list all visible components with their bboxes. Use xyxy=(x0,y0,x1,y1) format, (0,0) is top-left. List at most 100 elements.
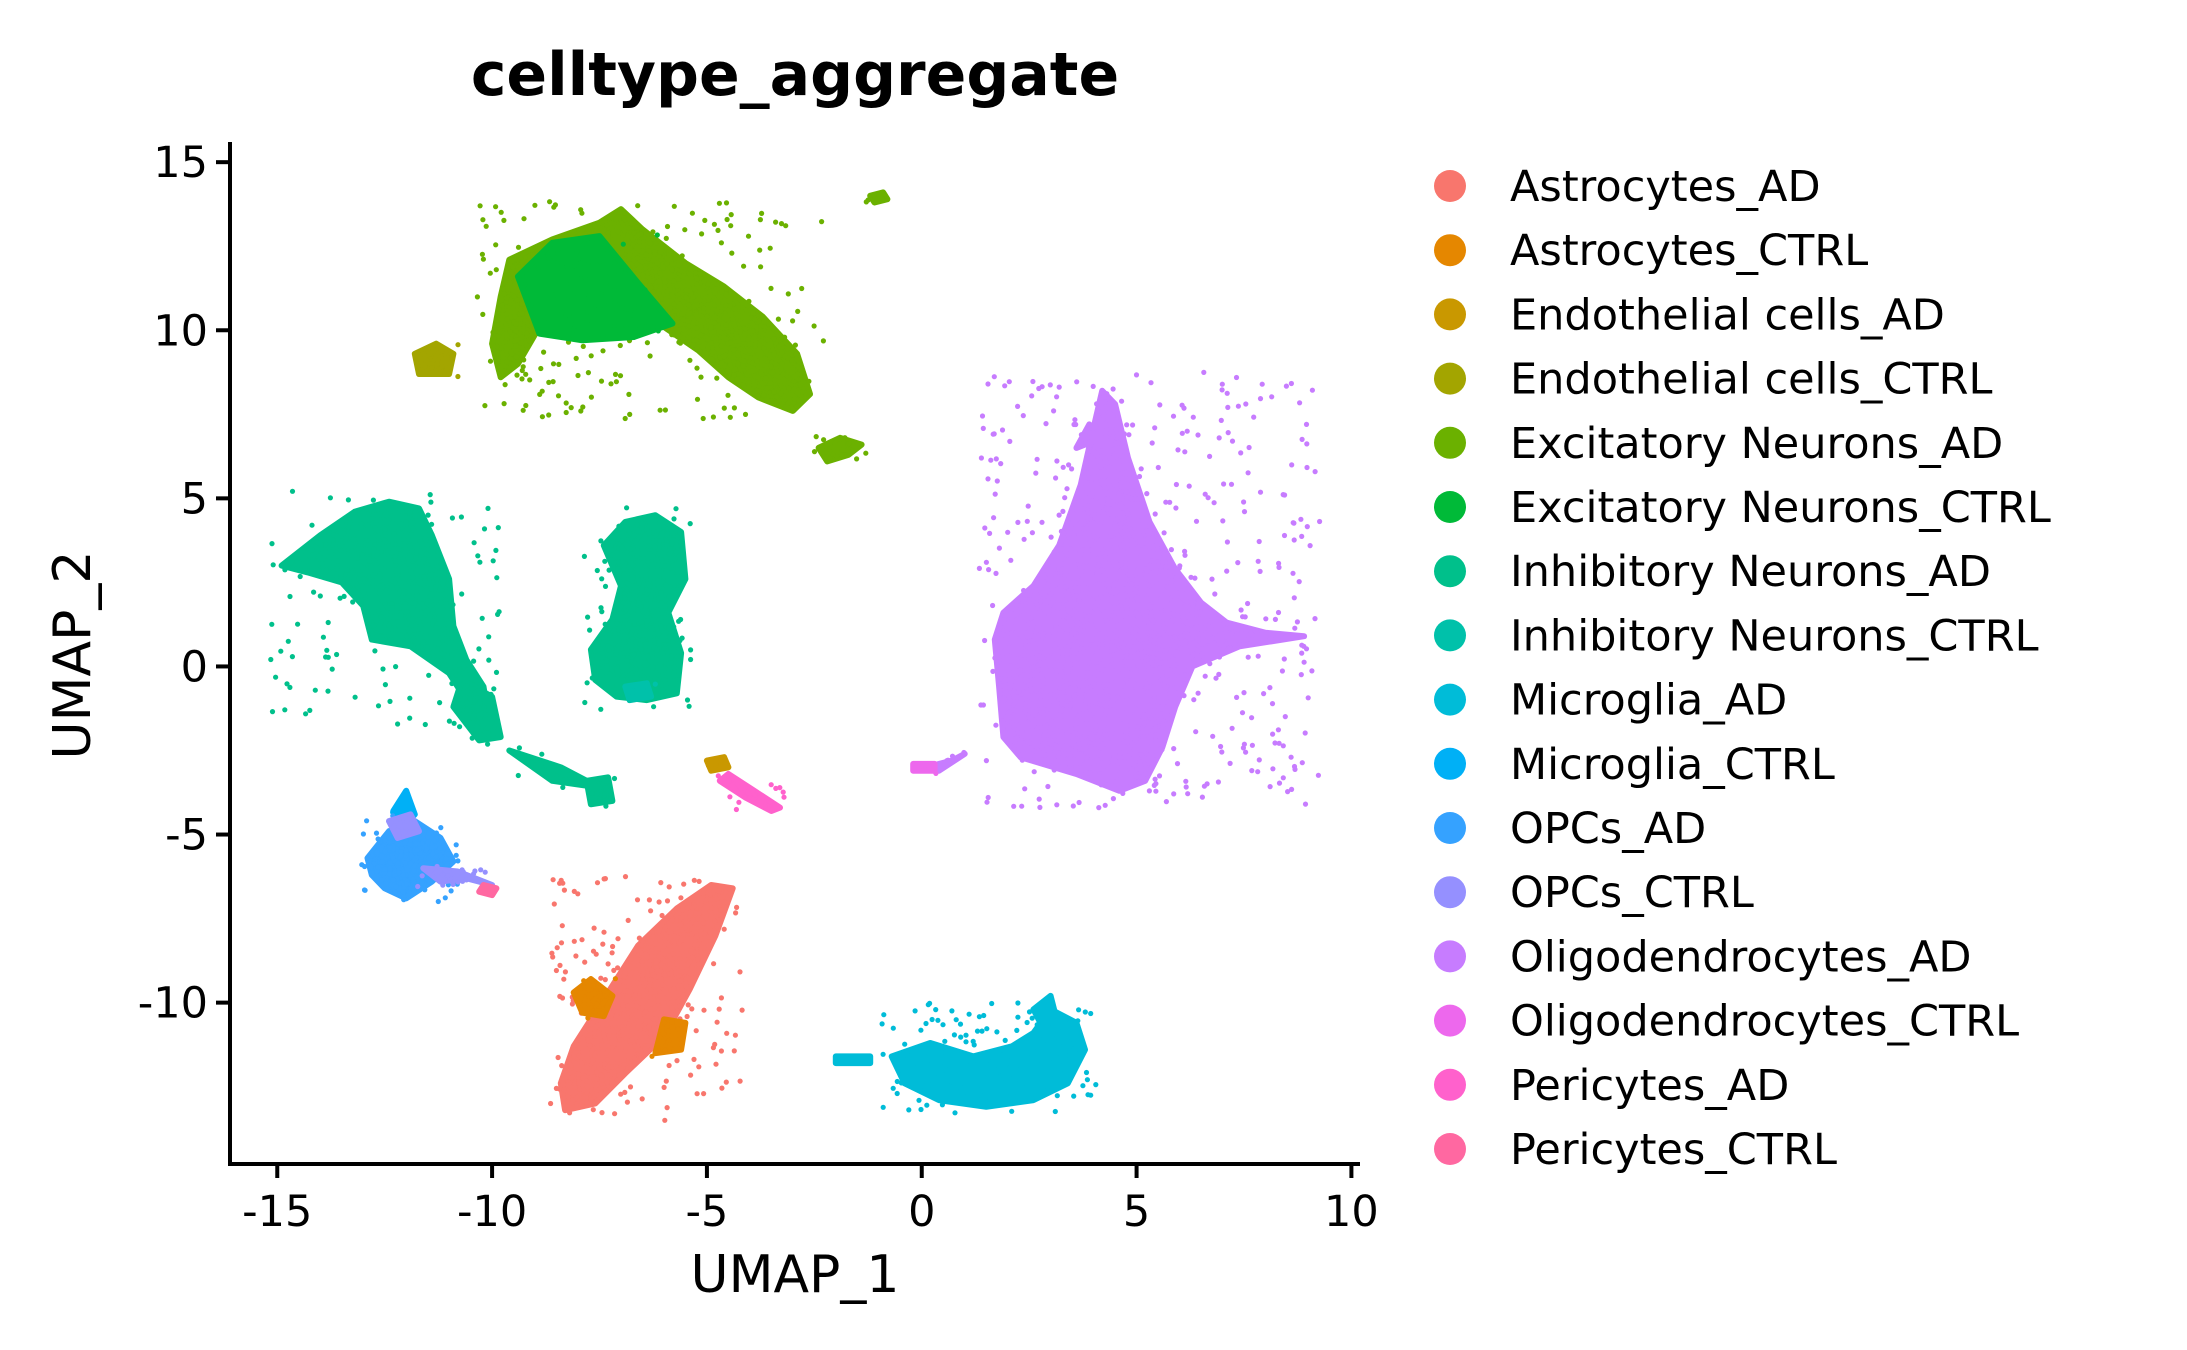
data-point xyxy=(598,605,604,611)
data-point xyxy=(422,721,428,728)
data-point xyxy=(650,933,656,940)
data-point xyxy=(652,974,658,980)
data-point xyxy=(675,534,681,541)
data-point xyxy=(689,954,696,961)
data-point xyxy=(726,358,732,364)
data-point xyxy=(626,593,632,599)
data-point xyxy=(925,1041,931,1047)
data-point xyxy=(660,650,666,656)
data-point xyxy=(393,558,399,564)
data-point xyxy=(752,334,758,340)
data-point xyxy=(602,1037,608,1043)
data-point xyxy=(594,234,600,240)
data-point xyxy=(1039,1065,1045,1071)
data-point xyxy=(471,658,477,664)
data-point xyxy=(585,1015,591,1021)
data-point xyxy=(880,1104,886,1110)
data-point xyxy=(733,311,739,317)
data-point xyxy=(269,621,275,627)
data-point xyxy=(636,247,642,254)
data-point xyxy=(602,876,609,882)
data-point xyxy=(682,227,688,233)
data-point xyxy=(1061,1061,1067,1067)
data-point xyxy=(778,402,784,408)
data-point xyxy=(479,251,485,257)
data-point xyxy=(401,588,407,595)
data-point xyxy=(713,914,719,920)
data-point xyxy=(935,1017,941,1023)
data-point xyxy=(493,720,499,727)
data-point xyxy=(774,329,780,335)
data-point xyxy=(700,890,707,897)
data-point xyxy=(1030,1082,1036,1088)
data-point xyxy=(724,368,731,374)
data-point xyxy=(502,339,509,345)
data-point xyxy=(659,912,665,919)
data-point xyxy=(980,1078,986,1084)
data-point xyxy=(638,619,645,625)
data-point xyxy=(432,342,438,348)
data-point xyxy=(935,1094,941,1100)
data-point xyxy=(758,338,765,344)
data-point xyxy=(483,223,489,229)
data-point xyxy=(938,1082,945,1088)
data-point xyxy=(639,1096,645,1102)
data-point xyxy=(600,348,606,354)
data-point xyxy=(746,298,752,304)
data-point xyxy=(621,638,627,645)
data-point xyxy=(567,1062,574,1069)
data-point xyxy=(300,560,306,567)
data-point xyxy=(597,264,603,270)
data-point xyxy=(635,544,641,551)
data-point xyxy=(381,566,387,572)
data-point xyxy=(622,595,628,601)
data-point xyxy=(621,566,628,572)
data-point xyxy=(378,620,384,626)
data-point xyxy=(906,1107,912,1113)
data-point xyxy=(626,989,633,995)
data-point xyxy=(546,412,552,418)
data-point xyxy=(696,961,702,967)
data-point xyxy=(629,526,635,532)
data-point xyxy=(590,983,596,989)
data-point xyxy=(666,680,672,686)
data-point xyxy=(420,615,426,621)
data-point xyxy=(590,998,596,1004)
data-point xyxy=(660,524,667,530)
data-point xyxy=(320,634,326,640)
data-point xyxy=(649,654,656,661)
data-point xyxy=(659,922,665,928)
data-point xyxy=(425,598,431,604)
data-point xyxy=(632,992,639,998)
data-point xyxy=(402,601,409,607)
data-point xyxy=(646,543,652,549)
data-point xyxy=(687,921,693,927)
data-point xyxy=(582,1032,588,1038)
data-point xyxy=(443,601,449,607)
data-point xyxy=(551,292,558,298)
data-point xyxy=(929,1016,935,1023)
data-point xyxy=(863,450,869,456)
data-point xyxy=(406,585,412,591)
data-point xyxy=(464,683,470,689)
data-point xyxy=(590,948,597,954)
data-point xyxy=(1038,1044,1044,1050)
data-point xyxy=(656,550,662,557)
data-point xyxy=(938,1053,944,1059)
data-point xyxy=(957,1072,963,1078)
data-point xyxy=(680,968,686,975)
data-point xyxy=(716,888,722,894)
data-point xyxy=(495,359,501,365)
data-point xyxy=(626,1010,632,1016)
data-point xyxy=(664,1105,670,1111)
data-point xyxy=(450,602,456,608)
data-point xyxy=(424,565,430,571)
data-point xyxy=(1059,1082,1065,1088)
data-point xyxy=(676,982,682,988)
data-point xyxy=(734,334,740,340)
data-point xyxy=(553,1085,560,1091)
data-point xyxy=(664,223,671,230)
data-point xyxy=(737,329,743,335)
data-point xyxy=(435,646,441,652)
data-point xyxy=(407,543,413,549)
